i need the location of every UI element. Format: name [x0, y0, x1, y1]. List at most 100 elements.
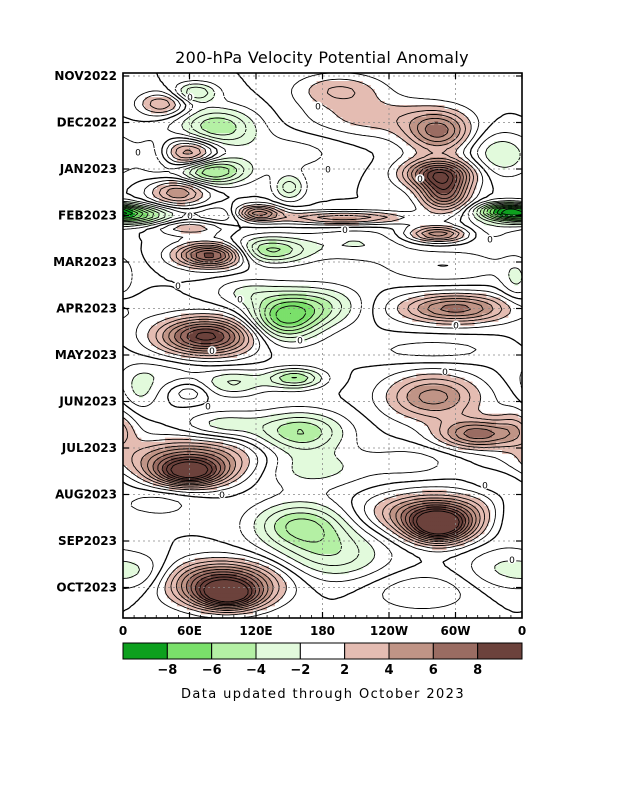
- field-cell: [290, 213, 293, 218]
- field-cell: [156, 193, 160, 198]
- field-cell: [424, 105, 427, 110]
- field-cell: [358, 121, 361, 126]
- field-cell: [166, 345, 170, 350]
- field-cell: [398, 133, 401, 138]
- field-cell: [244, 165, 248, 170]
- field-cell: [432, 409, 435, 414]
- field-cell: [192, 169, 196, 174]
- field-cell: [202, 133, 206, 138]
- field-cell: [196, 349, 200, 354]
- field-cell: [172, 153, 176, 158]
- field-cell: [272, 313, 275, 318]
- field-cell: [334, 97, 337, 102]
- field-cell: [204, 113, 208, 118]
- field-cell: [174, 249, 178, 254]
- field-cell: [450, 405, 453, 410]
- field-cell: [204, 333, 208, 338]
- field-cell: [148, 105, 152, 110]
- field-cell: [194, 89, 198, 94]
- field-cell: [300, 297, 303, 302]
- field-cell: [450, 389, 453, 394]
- field-cell: [240, 161, 244, 166]
- field-cell: [296, 249, 299, 254]
- field-cell: [494, 301, 497, 306]
- field-cell: [284, 329, 287, 334]
- field-cell: [356, 101, 359, 106]
- field-cell: [186, 157, 190, 162]
- field-cell: [440, 137, 443, 142]
- field-cell: [450, 109, 453, 114]
- field-cell: [408, 137, 411, 142]
- field-cell: [466, 313, 469, 318]
- field-cell: [202, 245, 206, 250]
- field-cell: [264, 293, 267, 298]
- field-cell: [472, 181, 475, 186]
- field-cell: [220, 381, 224, 386]
- field-cell: [412, 185, 415, 190]
- field-cell: [176, 189, 180, 194]
- field-cell: [228, 257, 232, 262]
- field-cell: [412, 381, 415, 386]
- field-cell: [262, 381, 265, 386]
- field-cell: [374, 125, 377, 130]
- field-cell: [428, 393, 431, 398]
- field-cell: [424, 129, 427, 134]
- field-cell: [264, 309, 267, 314]
- field-cell: [488, 221, 491, 226]
- field-cell: [304, 213, 307, 218]
- field-cell: [150, 205, 154, 210]
- field-cell: [148, 329, 152, 334]
- field-cell: [268, 305, 271, 310]
- field-cell: [466, 405, 469, 410]
- field-cell: [452, 153, 455, 158]
- field-cell: [152, 341, 156, 346]
- field-cell: [444, 233, 447, 238]
- field-cell: [250, 381, 254, 386]
- field-cell: [276, 321, 279, 326]
- field-cell: [238, 325, 242, 330]
- field-cell: [364, 121, 367, 126]
- field-cell: [234, 117, 238, 122]
- field-cell: [462, 181, 465, 186]
- field-cell: [248, 337, 252, 342]
- field-cell: [468, 293, 471, 298]
- field-cell: [234, 325, 238, 330]
- field-cell: [214, 381, 218, 386]
- field-cell: [206, 313, 210, 318]
- field-cell: [226, 169, 230, 174]
- field-cell: [146, 373, 150, 378]
- field-cell: [280, 213, 283, 218]
- field-cell: [504, 221, 507, 226]
- field-cell: [328, 289, 331, 294]
- field-cell: [226, 253, 230, 258]
- field-cell: [402, 125, 405, 130]
- field-cell: [244, 141, 248, 146]
- field-cell: [170, 349, 174, 354]
- field-cell: [256, 317, 260, 322]
- field-cell: [292, 241, 295, 246]
- field-cell: [274, 209, 277, 214]
- field-cell: [408, 405, 411, 410]
- field-cell: [310, 217, 313, 222]
- field-cell: [190, 353, 194, 358]
- field-cell: [294, 301, 297, 306]
- field-cell: [216, 129, 220, 134]
- field-cell: [308, 309, 311, 314]
- field-cell: [394, 405, 397, 410]
- field-cell: [230, 377, 234, 382]
- field-cell: [240, 329, 244, 334]
- field-cell: [294, 189, 297, 194]
- field-cell: [226, 257, 230, 262]
- field-cell: [230, 373, 234, 378]
- field-cell: [238, 161, 242, 166]
- field-cell: [178, 325, 182, 330]
- field-cell: [220, 181, 224, 186]
- field-cell: [290, 305, 293, 310]
- field-cell: [454, 109, 457, 114]
- field-cell: [442, 149, 445, 154]
- field-cell: [448, 193, 451, 198]
- field-cell: [224, 109, 228, 114]
- field-cell: [316, 297, 319, 302]
- field-cell: [302, 241, 305, 246]
- field-cell: [216, 329, 220, 334]
